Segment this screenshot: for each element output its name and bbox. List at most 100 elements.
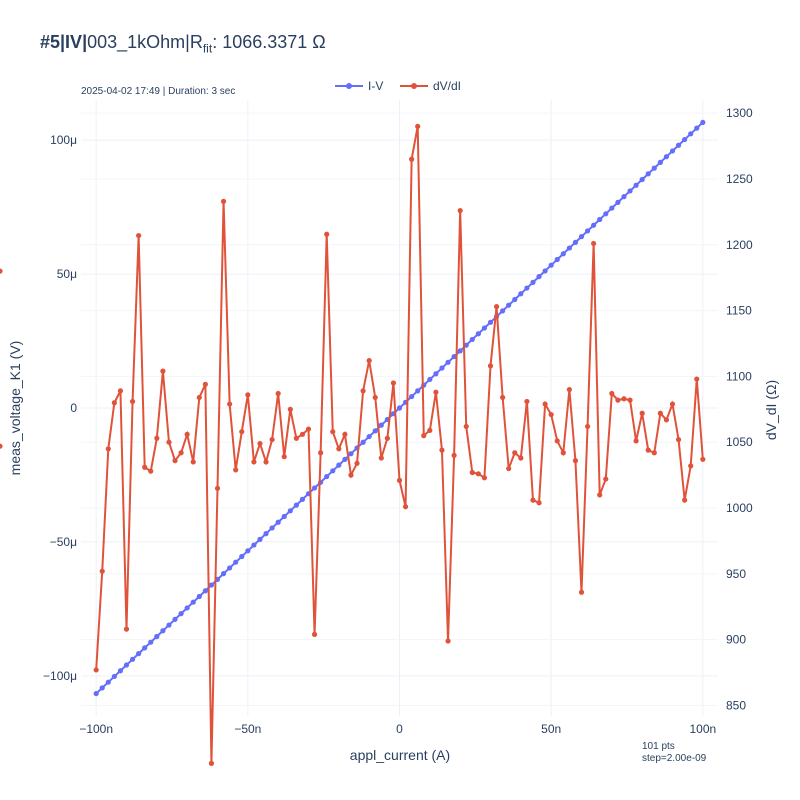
dvdi-point bbox=[148, 468, 154, 474]
title-prefix: #5|IV| bbox=[40, 32, 88, 52]
x-tick-label: 0 bbox=[396, 722, 403, 736]
dvdi-point bbox=[378, 455, 384, 461]
dvdi-point bbox=[572, 458, 579, 464]
dvdi-point bbox=[311, 631, 318, 637]
iv-point bbox=[129, 656, 136, 662]
dvdi-point bbox=[427, 427, 433, 433]
dvdi-point bbox=[639, 410, 645, 416]
dvdi-point bbox=[487, 363, 494, 369]
dvdi-point bbox=[117, 388, 124, 394]
dvdi-point bbox=[475, 471, 481, 477]
dvdi-point bbox=[384, 435, 390, 441]
dvdi-point bbox=[445, 638, 451, 644]
iv-point bbox=[208, 582, 215, 588]
dvdi-point bbox=[542, 401, 548, 407]
iv-point bbox=[633, 182, 639, 188]
dvdi-point bbox=[396, 477, 403, 483]
dvdi-point bbox=[154, 435, 160, 441]
dvdi-point bbox=[621, 396, 627, 402]
iv-point bbox=[487, 319, 494, 325]
iv-point bbox=[287, 508, 293, 514]
iv-point bbox=[117, 668, 124, 674]
iv-point bbox=[457, 348, 463, 354]
iv-point bbox=[433, 371, 439, 377]
dvdi-point bbox=[342, 431, 348, 437]
legend-item-dvdi[interactable]: dV/dI bbox=[400, 79, 461, 93]
dvdi-point bbox=[281, 454, 287, 460]
dvdi-point bbox=[251, 459, 257, 465]
legend: I-V dV/dI bbox=[335, 79, 461, 93]
iv-point bbox=[603, 211, 609, 217]
iv-point bbox=[269, 525, 275, 531]
dvdi-point bbox=[305, 426, 312, 432]
iv-point bbox=[245, 548, 251, 554]
dvdi-point bbox=[512, 450, 518, 456]
iv-point bbox=[348, 451, 354, 457]
iv-point bbox=[694, 125, 700, 131]
iv-point bbox=[202, 588, 208, 594]
iv-point bbox=[554, 256, 560, 263]
iv-point bbox=[136, 651, 142, 657]
iv-point bbox=[178, 611, 184, 617]
x-tick-label: 50n bbox=[541, 722, 561, 736]
dvdi-point bbox=[402, 504, 409, 510]
dvdi-point bbox=[93, 667, 99, 673]
iv-point bbox=[378, 422, 384, 428]
dvdi-point bbox=[233, 467, 239, 473]
footnote-step: step=2.00e-09 bbox=[642, 753, 707, 764]
dvdi-point bbox=[166, 439, 172, 445]
y2-tick-label: 1250 bbox=[726, 172, 753, 186]
dvdi-point bbox=[433, 389, 439, 395]
y2-tick-label: 900 bbox=[726, 633, 746, 647]
dvdi-point bbox=[360, 388, 366, 394]
iv-point bbox=[372, 428, 378, 434]
iv-point bbox=[512, 296, 518, 303]
y2-tick-label: 850 bbox=[726, 698, 746, 712]
dvdi-point bbox=[0, 268, 3, 274]
dvdi-point bbox=[227, 401, 233, 407]
dvdi-point bbox=[184, 431, 190, 437]
iv-point bbox=[360, 439, 366, 445]
iv-point bbox=[415, 388, 421, 394]
iv-point bbox=[275, 519, 281, 525]
dvdi-point bbox=[172, 458, 178, 464]
iv-point bbox=[481, 325, 488, 331]
x-tick-label: −50n bbox=[234, 722, 261, 736]
iv-point bbox=[651, 165, 657, 171]
iv-point bbox=[342, 456, 348, 463]
iv-point bbox=[621, 194, 627, 200]
iv-point bbox=[578, 234, 585, 240]
dvdi-point bbox=[597, 492, 603, 498]
iv-point bbox=[196, 593, 202, 600]
dvdi-point bbox=[627, 397, 633, 403]
chart-title: #5|IV|003_1kOhm|Rfit: 1066.3371 Ω bbox=[40, 32, 326, 56]
dvdi-point bbox=[318, 450, 324, 456]
dvdi-point bbox=[196, 394, 202, 401]
y2-tick-label: 1100 bbox=[726, 369, 752, 383]
iv-point bbox=[469, 336, 475, 343]
footnote: 101 pts step=2.00e-09 bbox=[642, 741, 706, 765]
legend-item-iv[interactable]: I-V bbox=[335, 79, 383, 93]
y-axis-label: meas_voltage_K1 (V) bbox=[7, 341, 23, 476]
iv-point bbox=[682, 136, 688, 143]
iv-point bbox=[227, 565, 233, 571]
dvdi-point bbox=[220, 198, 227, 204]
dvdi-point bbox=[657, 410, 663, 416]
dvdi-point bbox=[239, 429, 245, 435]
dvdi-point bbox=[694, 376, 700, 382]
iv-point bbox=[475, 331, 481, 337]
dvdi-point bbox=[263, 459, 269, 465]
dvdi-point bbox=[560, 450, 566, 456]
iv-point bbox=[281, 513, 287, 520]
iv-point bbox=[427, 376, 433, 383]
iv-point bbox=[172, 616, 178, 622]
dvdi-point bbox=[409, 156, 415, 162]
footnote-points: 101 pts bbox=[642, 741, 675, 752]
dvdi-point bbox=[421, 433, 427, 439]
dvdi-point bbox=[493, 304, 500, 310]
dvdi-point bbox=[530, 497, 536, 503]
iv-point bbox=[396, 405, 403, 411]
iv-point bbox=[257, 536, 263, 542]
dvdi-point bbox=[591, 240, 597, 247]
x-axis-label: appl_current (A) bbox=[350, 747, 450, 763]
